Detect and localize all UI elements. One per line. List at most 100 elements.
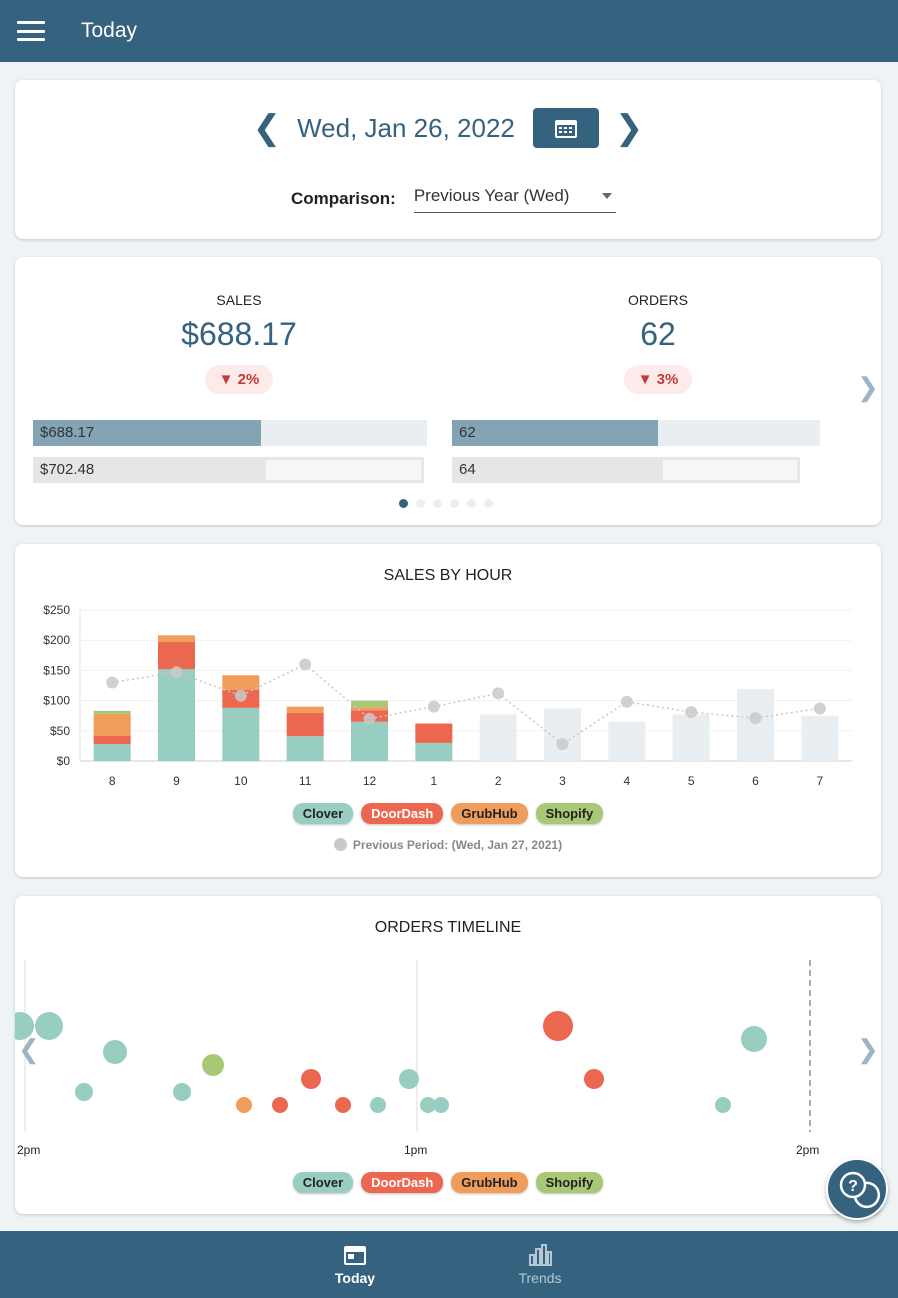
order-bubble-doordash [301, 1069, 321, 1089]
order-bubble-clover [399, 1069, 419, 1089]
selected-date: Wed, Jan 26, 2022 [297, 112, 515, 143]
previous-period-point [170, 666, 183, 679]
timeline-next-chevron-icon[interactable]: ❯ [857, 1034, 879, 1064]
bar-shopify [93, 710, 131, 714]
previous-period-line [112, 663, 820, 746]
orders-current-bar: 62 [452, 420, 658, 446]
orders-change-badge: ▼ 3% [623, 365, 693, 394]
sales-current-bar: $688.17 [33, 420, 261, 446]
chart-title: SALES BY HOUR [383, 567, 513, 584]
forecast-bar [672, 714, 710, 761]
legend-doordash[interactable]: DoorDash [361, 803, 444, 824]
previous-period-marker-icon [333, 838, 347, 851]
sales-by-hour-card: SALES BY HOUR $0 $50 $100 $150 $200 $250 8 9 10 1… [15, 544, 881, 877]
timeline-axis-label: 2pm [796, 1143, 820, 1157]
bar-doordash [158, 642, 195, 670]
order-bubble-shopify [202, 1054, 224, 1076]
order-bubble-doordash [543, 1011, 573, 1041]
sales-label: SALES [216, 292, 262, 308]
bar-doordash [286, 712, 324, 737]
next-metrics-chevron-icon[interactable]: ❯ [857, 372, 879, 402]
bar-doordash [93, 735, 131, 745]
timeline-axis-label: 1pm [404, 1143, 428, 1157]
order-bubble-clover [75, 1083, 93, 1101]
order-bubble-clover [35, 1012, 63, 1040]
x-tick-label: 2 [495, 774, 502, 788]
previous-period-legend: Previous Period: (Wed, Jan 27, 2021) [15, 838, 881, 852]
legend-grubhub[interactable]: GrubHub [451, 1172, 528, 1193]
order-bubble-clover [103, 1040, 127, 1064]
hamburger-icon[interactable] [17, 21, 45, 41]
forecast-bar [737, 689, 774, 761]
down-arrow-icon: ▼ [637, 371, 653, 388]
timeline-chart [15, 960, 811, 1132]
timeline-prev-chevron-icon[interactable]: ❮ [18, 1034, 40, 1064]
previous-period-point [234, 689, 247, 702]
timeline-legend: Clover DoorDash GrubHub Shopify [15, 1172, 881, 1193]
date-card: ❮ Wed, Jan 26, 2022 ❯ Comparison: Previo… [15, 80, 881, 239]
order-bubble-doordash [584, 1069, 604, 1089]
legend-shopify[interactable]: Shopify [535, 803, 604, 824]
legend-clover[interactable]: Clover [292, 1172, 354, 1193]
metrics-card: SALES $688.17 ▼ 2% ORDERS 62 ▼ 3% $688.1… [15, 257, 881, 525]
x-tick-label: 1 [430, 774, 437, 788]
nav-trends[interactable]: Trends [510, 1243, 570, 1286]
comparison-select[interactable]: Previous Year (Wed) [413, 184, 616, 213]
carousel-dots[interactable] [399, 499, 493, 508]
forecast-bar [479, 714, 517, 761]
sales-previous-track [33, 457, 424, 483]
bar-grubhub [158, 635, 195, 643]
order-bubble-grubhub [236, 1097, 252, 1113]
x-tick-label: 4 [623, 774, 630, 788]
order-bubble-clover [370, 1097, 386, 1113]
x-tick-label: 8 [109, 774, 116, 788]
bar-grubhub [286, 706, 324, 713]
previous-day-chevron-icon[interactable]: ❮ [252, 109, 282, 147]
order-bubble-clover [15, 1012, 34, 1040]
x-tick-label: 9 [173, 774, 180, 788]
previous-period-point [299, 658, 312, 671]
y-tick-label: $250 [43, 603, 70, 617]
order-bubble-clover [741, 1026, 767, 1052]
bar-clover [415, 742, 453, 761]
orders-value: 62 [640, 316, 676, 352]
y-tick-label: $50 [50, 724, 70, 738]
previous-period-point [620, 695, 633, 708]
x-tick-label: 5 [688, 774, 695, 788]
orders-previous-track [452, 457, 800, 483]
legend-doordash[interactable]: DoorDash [361, 1172, 444, 1193]
y-tick-label: $0 [57, 754, 71, 768]
x-tick-label: 7 [816, 774, 823, 788]
forecast-bar [608, 721, 646, 761]
previous-period-point [427, 700, 440, 713]
comparison-label: Comparison: [291, 188, 396, 208]
previous-period-point [685, 706, 698, 719]
orders-label: ORDERS [628, 292, 688, 308]
legend-grubhub[interactable]: GrubHub [451, 803, 528, 824]
previous-period-point [492, 687, 505, 700]
bar-doordash [415, 723, 453, 743]
calendar-button[interactable] [532, 108, 599, 148]
orders-timeline-card: ORDERS TIMELINE ❮ ❯ 2pm 1pm 2pm Clover Do… [15, 896, 881, 1214]
previous-period-point [363, 712, 376, 725]
legend-clover[interactable]: Clover [292, 803, 354, 824]
order-bubble-clover [420, 1097, 436, 1113]
nav-today[interactable]: Today [330, 1243, 380, 1286]
next-day-chevron-icon[interactable]: ❯ [614, 109, 644, 147]
svg-text:?: ? [848, 1178, 858, 1195]
x-tick-label: 3 [559, 774, 566, 788]
app-bar: Today [0, 0, 898, 62]
timeline-title: ORDERS TIMELINE [374, 919, 522, 936]
x-tick-label: 11 [299, 774, 312, 788]
previous-period-point [749, 712, 762, 725]
previous-period-point [106, 676, 119, 689]
sales-change-badge: ▼ 2% [204, 365, 274, 394]
help-chat-button[interactable]: ? [826, 1158, 888, 1220]
legend-shopify[interactable]: Shopify [535, 1172, 604, 1193]
bar-clover [222, 707, 260, 761]
y-tick-label: $100 [43, 694, 70, 708]
y-tick-label: $200 [43, 633, 70, 647]
help-chat-icon: ? [839, 1171, 881, 1209]
bar-chart-icon [529, 1244, 552, 1266]
timeline-axis-label: 2pm [17, 1143, 41, 1157]
